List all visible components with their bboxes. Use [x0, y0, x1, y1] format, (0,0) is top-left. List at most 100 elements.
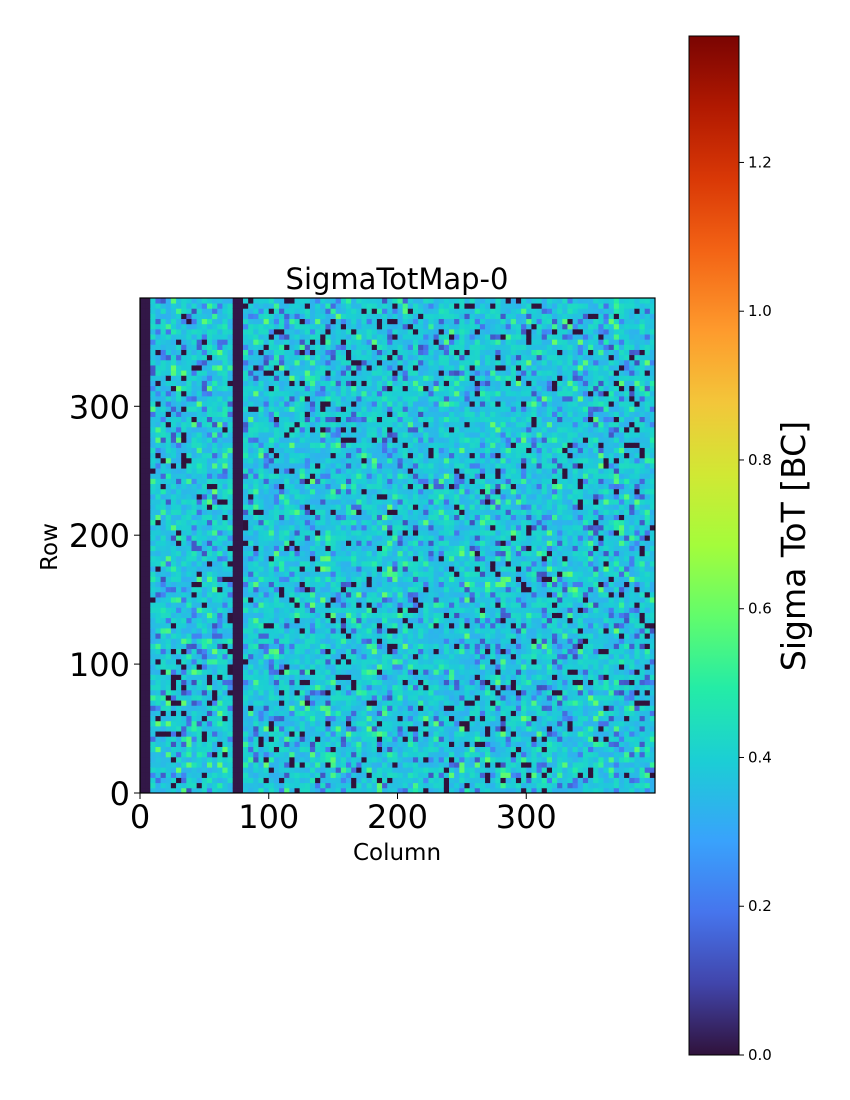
heatmap-cell: [299, 390, 306, 397]
heatmap-cell: [309, 571, 316, 577]
heatmap-cell: [140, 530, 146, 536]
heatmap-cell: [294, 457, 301, 464]
heatmap-cell: [320, 359, 326, 366]
heatmap-cell: [320, 303, 326, 309]
heatmap-cell: [170, 658, 177, 665]
heatmap-cell: [176, 334, 182, 340]
heatmap-cell: [361, 653, 367, 660]
heatmap-cell: [268, 545, 275, 552]
heatmap-cell: [279, 602, 285, 608]
heatmap-cell: [170, 524, 177, 531]
heatmap-cell: [309, 370, 316, 376]
heatmap-cell: [176, 607, 182, 613]
heatmap-cell: [253, 628, 259, 634]
heatmap-cell: [170, 385, 177, 392]
heatmap-cell: [356, 504, 362, 510]
heatmap-cell: [279, 380, 285, 387]
heatmap-cell: [392, 370, 398, 376]
heatmap-cell: [227, 545, 234, 552]
heatmap-cell: [371, 571, 378, 577]
heatmap-cell: [150, 741, 156, 747]
heatmap-cell: [356, 370, 362, 376]
heatmap-cell: [150, 566, 156, 572]
heatmap-cell: [248, 586, 254, 593]
heatmap-cell: [232, 514, 239, 521]
heatmap-cell: [253, 411, 259, 417]
heatmap-cell: [196, 493, 203, 500]
heatmap-cell: [248, 597, 254, 603]
heatmap-cell: [351, 483, 357, 490]
heatmap-cell: [155, 725, 161, 732]
heatmap-cell: [284, 514, 290, 521]
heatmap-cell: [371, 385, 378, 392]
heatmap-cell: [346, 540, 352, 546]
heatmap-cell: [294, 401, 301, 407]
heatmap-cell: [170, 560, 177, 567]
heatmap-cell: [258, 751, 264, 758]
heatmap-cell: [273, 571, 280, 577]
heatmap-cell: [232, 725, 239, 732]
heatmap-cell: [232, 339, 239, 345]
heatmap-cell: [263, 648, 270, 655]
heatmap-cell: [299, 339, 306, 345]
heatmap-cell: [248, 334, 254, 340]
heatmap-cell: [227, 628, 234, 634]
heatmap-cell: [315, 370, 321, 376]
heatmap-cell: [140, 648, 146, 655]
heatmap-cell: [201, 493, 208, 500]
heatmap-cell: [304, 318, 311, 325]
heatmap-cell: [361, 468, 367, 474]
heatmap-cell: [356, 323, 362, 330]
heatmap-cell: [196, 457, 203, 464]
heatmap-cell: [201, 406, 208, 412]
heatmap-cell: [227, 633, 234, 639]
heatmap-cell: [191, 298, 198, 304]
heatmap-cell: [346, 483, 352, 490]
heatmap-cell: [176, 313, 182, 320]
heatmap-cell: [330, 700, 337, 706]
heatmap-cell: [268, 669, 275, 675]
heatmap-cell: [263, 674, 270, 680]
heatmap-cell: [294, 365, 301, 371]
heatmap-cell: [320, 421, 326, 428]
heatmap-cell: [201, 669, 208, 675]
heatmap-cell: [222, 375, 228, 381]
heatmap-cell: [160, 308, 167, 314]
heatmap-cell: [145, 746, 151, 753]
heatmap-cell: [340, 447, 347, 454]
heatmap-cell: [376, 354, 383, 361]
heatmap-cell: [181, 483, 187, 490]
heatmap-cell: [145, 591, 151, 598]
heatmap-cell: [299, 684, 306, 691]
heatmap-cell: [397, 509, 404, 515]
heatmap-cell: [366, 741, 373, 747]
heatmap-cell: [201, 751, 208, 758]
heatmap-cell: [366, 695, 373, 701]
heatmap-cell: [237, 385, 244, 392]
heatmap-cell: [279, 535, 285, 541]
heatmap-cell: [206, 679, 213, 686]
heatmap-cell: [397, 607, 404, 613]
heatmap-cell: [315, 643, 321, 650]
heatmap-cell: [356, 689, 362, 696]
heatmap-cell: [376, 695, 383, 701]
heatmap-cell: [289, 298, 295, 304]
heatmap-cell: [176, 741, 182, 747]
heatmap-cell: [150, 344, 156, 350]
heatmap-cell: [212, 298, 218, 304]
heatmap-cell: [258, 787, 264, 794]
heatmap-cell: [273, 390, 280, 397]
heatmap-cell: [186, 483, 192, 490]
heatmap-cell: [237, 339, 244, 345]
heatmap-cell: [335, 653, 342, 660]
heatmap-cell: [155, 354, 161, 361]
heatmap-cell: [150, 607, 156, 613]
heatmap-cell: [376, 756, 383, 763]
heatmap-cell: [320, 736, 326, 742]
heatmap-cell: [356, 566, 362, 572]
heatmap-cell: [361, 390, 367, 397]
heatmap-cell: [289, 607, 295, 613]
heatmap-cell: [346, 751, 352, 758]
heatmap-cell: [361, 597, 367, 603]
